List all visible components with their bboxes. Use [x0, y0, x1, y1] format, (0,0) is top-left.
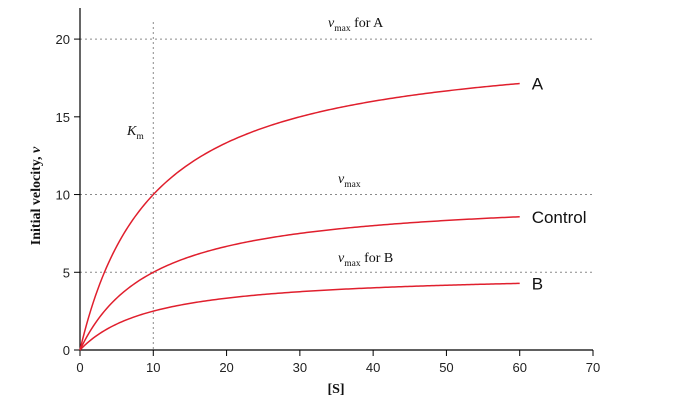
y-tick-label-5: 5	[63, 265, 70, 280]
curve-a	[79, 82, 520, 351]
x-tick-label-40: 40	[366, 360, 380, 375]
annotation-km: Km	[126, 124, 144, 142]
guide-lines	[80, 22, 593, 350]
x-tick-label-10: 10	[146, 360, 160, 375]
x-tick-label-70: 70	[586, 360, 600, 375]
y-tick-label-15: 15	[56, 110, 70, 125]
x-tick-label-60: 60	[512, 360, 526, 375]
y-tick-label-0: 0	[63, 343, 70, 358]
x-tick-label-30: 30	[293, 360, 307, 375]
x-axis-title: [S]	[327, 382, 344, 397]
y-tick-label-10: 10	[56, 188, 70, 203]
series-curves	[79, 82, 520, 351]
x-tick-label-50: 50	[439, 360, 453, 375]
curve-control	[79, 216, 520, 351]
series-label-control: Control	[532, 208, 587, 227]
annotation-vmax: vmax	[338, 172, 361, 190]
series-label-a: A	[532, 75, 544, 94]
series-labels: A Control B	[532, 75, 587, 294]
y-tick-label-20: 20	[56, 32, 70, 47]
annotation-vmax-for-b: vmax for B	[338, 251, 393, 269]
annotation-vmax-for-a: vmax for A	[328, 16, 384, 34]
x-tick-label-20: 20	[219, 360, 233, 375]
tick-labels: 0 10 20 30 40 50 60 70 0 5 10 15 20	[56, 32, 601, 375]
tick-marks	[74, 38, 594, 356]
series-label-b: B	[532, 274, 543, 293]
x-tick-label-0: 0	[76, 360, 83, 375]
y-axis-title: Initial velocity, v	[29, 146, 44, 245]
curve-b	[79, 282, 520, 351]
axes	[79, 8, 593, 351]
